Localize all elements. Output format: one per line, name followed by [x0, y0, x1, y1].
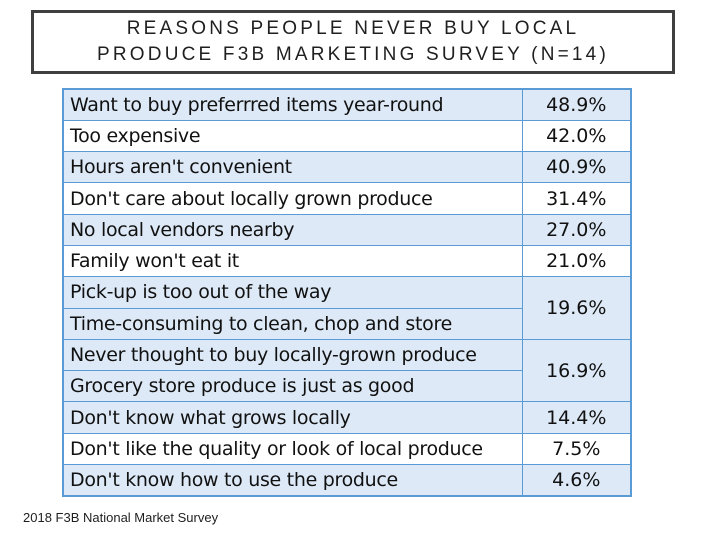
percent-cell: 16.9%: [521, 338, 632, 403]
reason-cell: Don't know how to use the produce: [62, 464, 523, 497]
reason-cell: Grocery store produce is just as good: [62, 370, 523, 403]
table-row: Grocery store produce is just as good: [62, 370, 631, 403]
table-row: Pick-up is too out of the way 19.6%: [62, 276, 632, 340]
percent-cell: 42.0%: [521, 119, 632, 153]
reason-cell: Never thought to buy locally-grown produ…: [62, 338, 523, 372]
title-line-1: REASONS PEOPLE NEVER BUY LOCAL: [126, 18, 580, 39]
reason-cell: Time-consuming to clean, chop and store: [62, 307, 523, 340]
table-row: Time-consuming to clean, chop and store: [62, 307, 631, 340]
table-row: Don't know what grows locally 14.4%: [62, 401, 632, 434]
percent-cell: 31.4%: [521, 182, 632, 215]
percent-cell: 7.5%: [521, 432, 632, 466]
percent-cell: 21.0%: [521, 244, 632, 278]
table-row: Hours aren't convenient 40.9%: [62, 151, 632, 184]
reason-cell: Don't know what grows locally: [62, 401, 523, 434]
percent-cell: 14.4%: [521, 401, 632, 434]
table-row: Don't like the quality or look of local …: [62, 432, 632, 466]
percent-cell: 19.6%: [521, 276, 632, 340]
percent-cell: 40.9%: [521, 151, 632, 184]
reason-cell: Want to buy preferrred items year-round: [62, 88, 523, 121]
reason-cell: Pick-up is too out of the way: [62, 276, 523, 309]
title-line-2: PRODUCE F3B MARKETING SURVEY (N=14): [97, 44, 609, 65]
table-row: Family won't eat it 21.0%: [62, 244, 632, 278]
percent-cell: 4.6%: [521, 464, 632, 497]
table-row: Too expensive 42.0%: [62, 119, 632, 153]
table-row: Never thought to buy locally-grown produ…: [62, 338, 632, 403]
title-box: REASONS PEOPLE NEVER BUY LOCAL PRODUCE F…: [31, 10, 675, 74]
table-row: Want to buy preferrred items year-round …: [62, 88, 632, 121]
source-footnote: 2018 F3B National Market Survey: [23, 510, 219, 525]
reason-cell: Don't like the quality or look of local …: [62, 432, 523, 466]
reason-cell: Hours aren't convenient: [62, 151, 523, 184]
reason-cell: Don't care about locally grown produce: [62, 182, 523, 215]
reason-cell: No local vendors nearby: [62, 213, 523, 246]
reason-cell: Family won't eat it: [62, 244, 523, 278]
percent-cell: 48.9%: [521, 88, 632, 121]
table-row: Don't know how to use the produce 4.6%: [62, 464, 632, 497]
table-row: No local vendors nearby 27.0%: [62, 213, 632, 246]
reason-cell: Too expensive: [62, 119, 523, 153]
table-row: Don't care about locally grown produce 3…: [62, 182, 632, 215]
percent-cell: 27.0%: [521, 213, 632, 246]
survey-table: Want to buy preferrred items year-round …: [62, 88, 632, 497]
